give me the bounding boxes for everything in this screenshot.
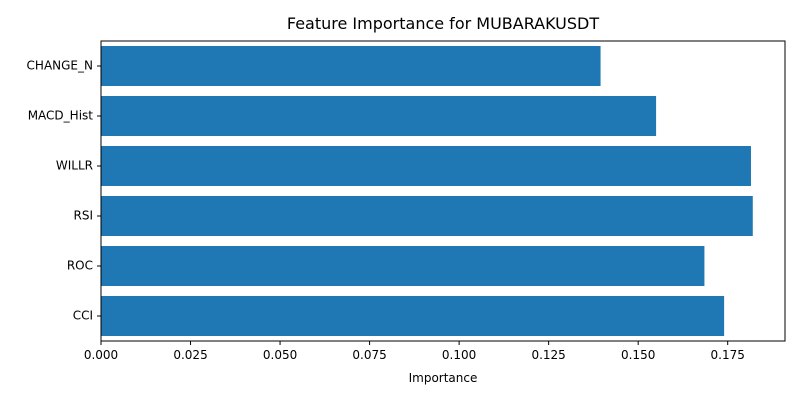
- x-tick-label-5: 0.125: [531, 348, 565, 362]
- y-tick-label-willr: WILLR: [56, 159, 93, 173]
- bar-macd-hist: [101, 96, 657, 136]
- bar-rsi: [101, 196, 753, 236]
- chart-title: Feature Importance for MUBARAKUSDT: [287, 14, 600, 33]
- bar-roc: [101, 246, 705, 286]
- bar-willr: [101, 146, 751, 186]
- bar-change-n: [101, 46, 601, 86]
- y-tick-label-cci: CCI: [73, 309, 93, 323]
- bar-cci: [101, 296, 725, 336]
- x-tick-label-3: 0.075: [352, 348, 386, 362]
- x-tick-label-6: 0.150: [621, 348, 655, 362]
- plot-area: CCI ROC RSI WILLR MACD_Hist CHANGE_N 0.000 0.02…: [27, 40, 786, 362]
- y-tick-label-macd-hist: MACD_Hist: [28, 109, 94, 123]
- plot-frame: [100, 40, 786, 342]
- x-tick-label-4: 0.100: [442, 348, 476, 362]
- x-tick-label-7: 0.175: [711, 348, 745, 362]
- y-tick-label-roc: ROC: [67, 259, 93, 273]
- x-tick-label-1: 0.025: [173, 348, 207, 362]
- x-axis-label: Importance: [409, 371, 478, 385]
- y-tick-label-change-n: CHANGE_N: [27, 59, 93, 73]
- x-tick-label-2: 0.050: [263, 348, 297, 362]
- y-tick-label-rsi: RSI: [74, 209, 94, 223]
- x-tick-label-0: 0.000: [84, 348, 118, 362]
